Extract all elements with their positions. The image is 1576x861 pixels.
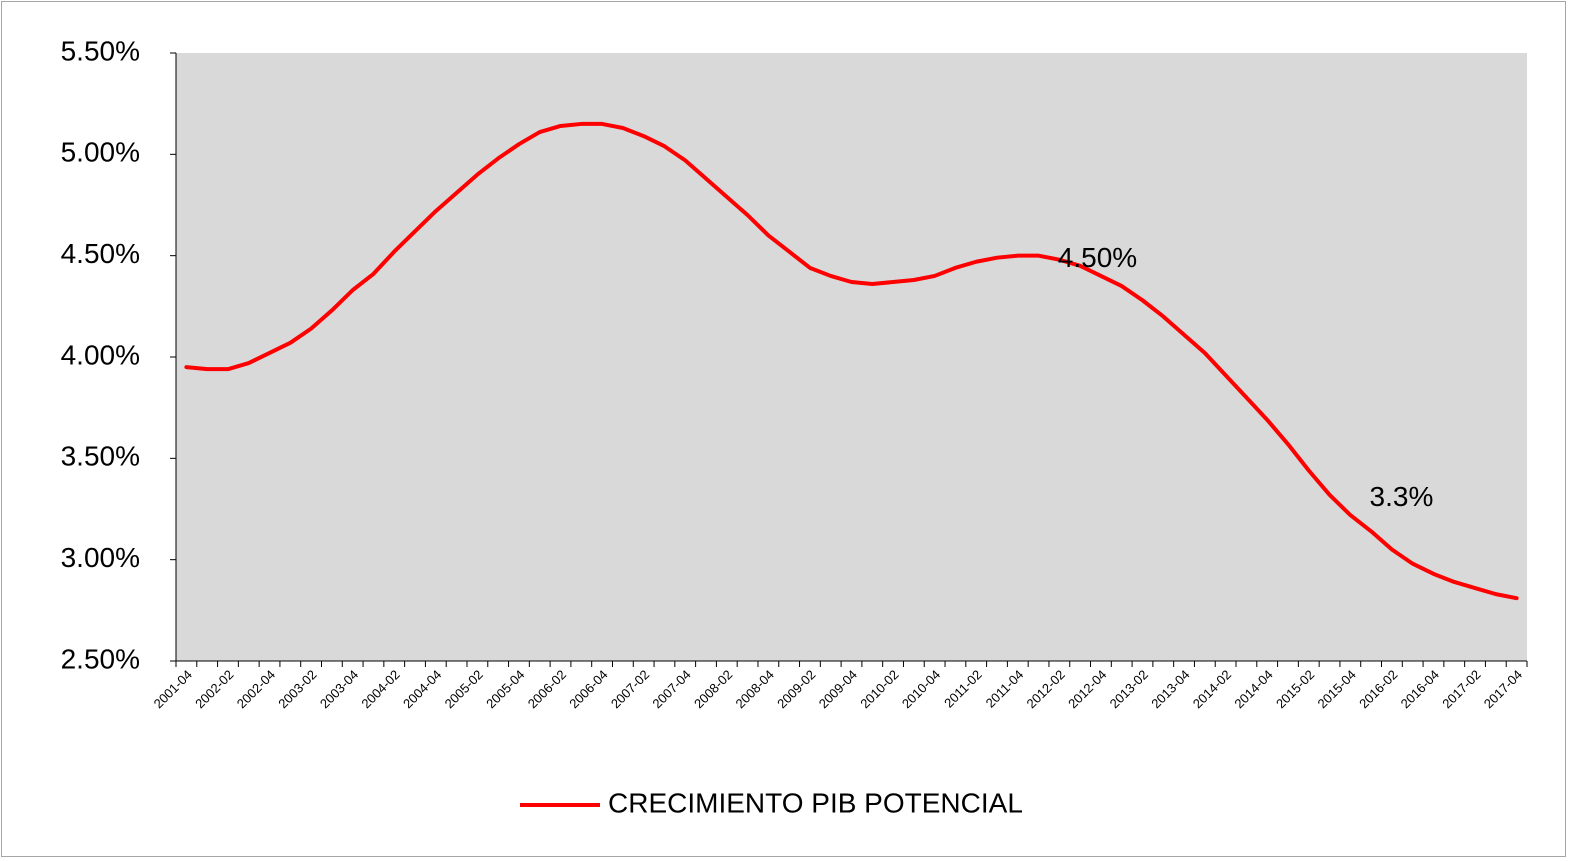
data-label: 4.50% [1058,242,1137,273]
y-tick-label: 5.50% [61,35,140,66]
y-tick-label: 2.50% [61,643,140,674]
y-tick-label: 3.50% [61,441,140,472]
y-tick-label: 4.00% [61,339,140,370]
plot-area [176,53,1527,661]
data-label: 3.3% [1370,481,1434,512]
y-tick-label: 5.00% [61,137,140,168]
y-tick-label: 4.50% [61,238,140,269]
data-line [184,121,1519,601]
legend-label: CRECIMIENTO PIB POTENCIAL [608,787,1023,818]
y-tick-label: 3.00% [61,542,140,573]
